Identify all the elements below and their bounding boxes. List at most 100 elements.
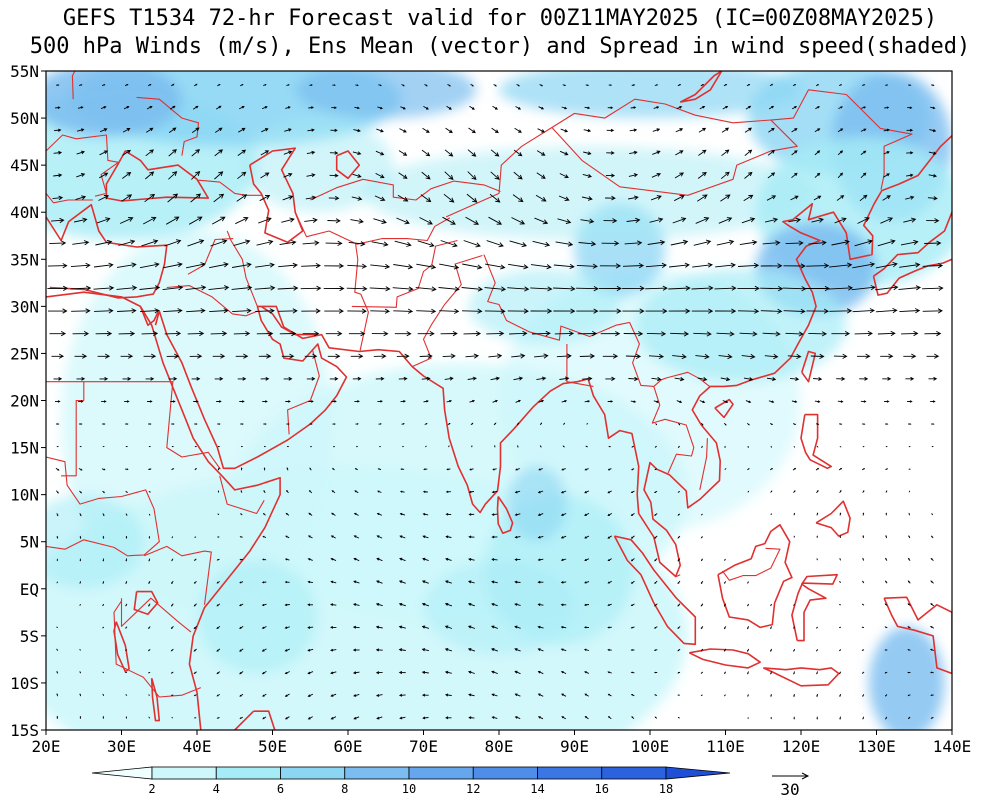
wind-vector [284,558,290,561]
wind-vector [553,263,575,270]
wind-vector [693,331,712,337]
wind-vector [377,490,382,493]
wind-vector [239,603,244,607]
wind-vector [193,83,198,87]
wind-vector [444,648,453,652]
wind-vector [493,422,497,426]
wind-vector [233,330,251,337]
wind-vector [514,535,521,539]
wind-vector [93,285,115,291]
wind-vector [582,173,593,178]
wind-vector [513,376,524,381]
wind-vector [55,400,61,403]
wind-vector [352,625,360,629]
wind-vector [120,353,134,359]
wind-vector [351,196,363,201]
wind-vector [883,400,890,403]
wind-vector [787,353,802,360]
country-border [699,438,708,491]
wind-vector [163,262,183,269]
wind-vector [929,128,937,133]
wind-vector [654,716,658,719]
wind-vector [606,151,615,155]
wind-vector [928,376,938,381]
wind-vector [560,670,567,675]
wind-vector [262,693,267,697]
wind-vector [331,400,337,403]
wind-vector [537,580,544,584]
wind-vector [284,128,292,132]
wind-vector [444,670,452,674]
wind-vector [325,331,343,337]
wind-vector [770,513,772,516]
wind-vector [654,603,658,607]
wind-vector [190,193,202,203]
wind-vector [168,171,178,180]
wind-vector [56,558,58,562]
wind-vector [308,490,313,494]
wind-vector [74,217,88,223]
wind-vector [538,468,543,471]
wind-vector [930,580,934,584]
wind-vector [467,149,477,157]
wind-vector [308,512,313,516]
wind-vector [839,512,842,516]
wind-vector [122,377,132,381]
wind-vector [398,625,406,629]
wind-vector [352,648,360,652]
country-border [445,89,913,218]
spread-region [295,71,477,119]
wind-vector [762,331,781,337]
wind-vector [378,84,382,87]
wind-vector [56,423,60,425]
wind-vector [260,172,270,179]
wind-vector [584,490,590,494]
wind-vector [700,558,704,562]
wind-vector [805,285,830,292]
wind-vector [628,376,639,382]
wind-vector [185,285,207,291]
wind-vector [216,558,220,561]
wind-vector [330,603,337,607]
wind-vector [537,490,544,494]
wind-vector [720,377,731,382]
wind-vector [186,262,206,269]
wind-vector [468,580,475,584]
wind-vector [465,216,480,225]
wind-vector [353,603,360,607]
wind-vector [468,127,476,134]
wind-vector [654,626,658,629]
wind-vector [747,671,750,675]
wind-vector [906,128,914,132]
wind-vector [561,106,568,110]
wind-vector [171,717,174,719]
wind-vector [165,216,180,225]
wind-vector [630,626,635,629]
wind-vector [791,106,798,110]
lat-label: 10N [10,486,39,505]
wind-vector [584,693,589,697]
coastline [233,710,276,730]
wind-vector [816,535,819,538]
wind-vector [147,649,151,652]
lat-label: 10S [10,674,39,693]
coastline [762,667,840,687]
country-border [113,600,202,698]
wind-vector [102,423,106,425]
colorbar-segment [601,766,667,780]
country-border [676,574,681,577]
wind-vector [240,513,243,516]
plot-area [46,71,952,730]
wind-vector [697,377,708,382]
wind-vector [908,512,911,516]
wind-vector [123,106,130,110]
wind-vector [308,106,314,109]
wind-vector [535,194,547,202]
wind-vector [930,400,936,403]
wind-vector [444,376,454,381]
wind-vector [445,535,452,539]
wind-vector [125,535,128,539]
country-border [71,71,76,100]
wind-vector [353,693,360,697]
wind-vector [630,580,635,584]
